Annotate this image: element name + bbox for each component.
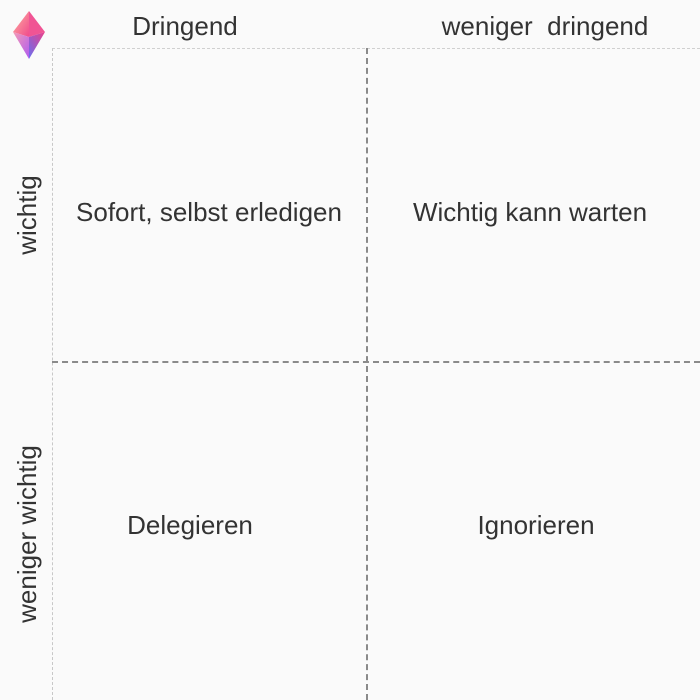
column-header-not-urgent: weniger dringend	[441, 11, 649, 41]
row-header-not-important: weniger wichtig	[12, 445, 42, 623]
quadrant-urgent-not-important: Delegieren	[127, 510, 253, 540]
horizontal-divider	[52, 361, 700, 363]
quadrant-not-urgent-important: Wichtig kann warten	[412, 197, 648, 227]
quadrant-urgent-important: Sofort, selbst erledigen	[76, 197, 342, 227]
row-header-important: wichtig	[12, 175, 42, 255]
gem-icon	[13, 11, 45, 59]
grid-left-border	[52, 48, 53, 700]
grid-top-border	[52, 48, 700, 49]
column-header-urgent: Dringend	[132, 11, 238, 41]
matrix-grid	[52, 48, 700, 700]
vertical-divider	[366, 48, 368, 700]
quadrant-not-urgent-not-important: Ignorieren	[477, 510, 595, 540]
